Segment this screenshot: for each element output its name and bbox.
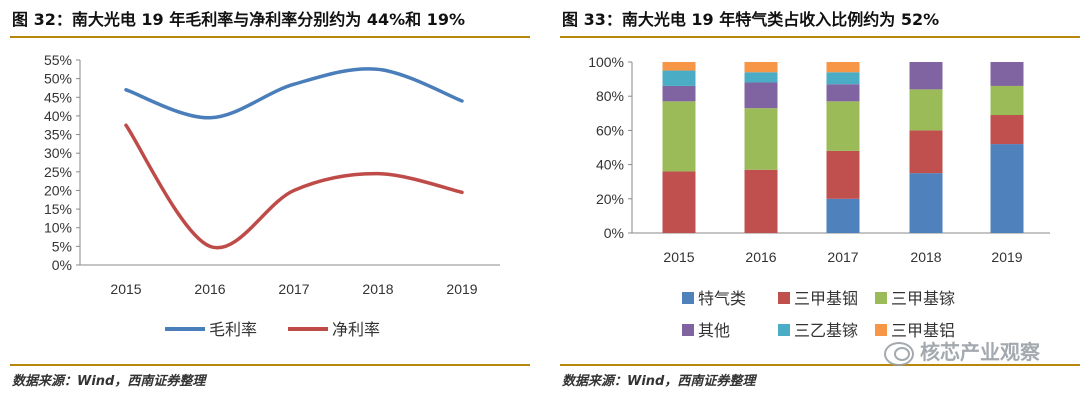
legend-label: 三甲基镓 <box>891 289 955 308</box>
y-tick-label: 20% <box>596 191 624 207</box>
bar-segment-2017-1 <box>826 150 860 199</box>
legend-swatch <box>682 292 694 304</box>
y-tick-label: 60% <box>596 122 624 138</box>
legend-label: 三甲基铝 <box>891 321 955 340</box>
legend-swatch <box>875 324 887 336</box>
y-tick-label: 40% <box>596 157 624 173</box>
series-line-net-margin <box>124 123 464 250</box>
legend-label: 其他 <box>698 321 730 340</box>
bar-segment-2018-2 <box>909 89 943 131</box>
bar-segment-2015-2 <box>662 101 696 172</box>
stacked-bar-chart: 0% 20% 40% 60% 80% 100% 2015 2016 2017 2018 2019 特气… <box>588 54 1050 340</box>
y-tick-label: 40% <box>44 108 72 124</box>
bar-segment-2018-1 <box>909 130 943 174</box>
bar-segment-2017-0 <box>826 198 860 233</box>
legend-swatch <box>778 324 790 336</box>
bar-segment-2016-5 <box>744 62 778 73</box>
x-tick-label: 2016 <box>745 249 776 265</box>
bar-segment-2019-2 <box>990 85 1024 116</box>
x-tick-label: 2015 <box>110 281 141 297</box>
legend-swatch <box>682 324 694 336</box>
bar-segment-2017-2 <box>826 101 860 151</box>
x-tick-label: 2017 <box>827 249 858 265</box>
bar-segment-2016-4 <box>744 72 778 83</box>
y-tick-label: 35% <box>44 127 72 143</box>
y-tick-label: 55% <box>44 52 72 68</box>
y-tick-label: 0% <box>604 225 624 241</box>
y-tick-label: 10% <box>44 220 72 236</box>
watermark: 核芯产业观察 <box>884 336 1040 366</box>
left-bottom-rule <box>10 364 530 366</box>
bar-segment-2019-0 <box>990 144 1024 233</box>
y-tick-label: 15% <box>44 201 72 217</box>
y-tick-label: 0% <box>52 257 72 273</box>
x-tick-label: 2018 <box>910 249 941 265</box>
x-tick-label: 2015 <box>663 249 694 265</box>
bar-segment-2017-4 <box>826 72 860 85</box>
bar-segment-2018-0 <box>909 173 943 233</box>
left-top-rule <box>10 36 530 38</box>
y-tick-label: 5% <box>52 238 72 254</box>
legend-label: 三乙基镓 <box>794 321 858 340</box>
x-tick-label: 2019 <box>991 249 1022 265</box>
legend-label: 三甲基铟 <box>794 289 858 308</box>
right-figure-title: 图 33：南大光电 19 年特气类占收入比例约为 52% <box>562 10 940 29</box>
x-tick-label: 2018 <box>362 281 393 297</box>
wechat-icon <box>884 341 914 366</box>
y-tick-label: 30% <box>44 145 72 161</box>
bar-segment-2017-3 <box>826 84 860 102</box>
bar-segment-2015-5 <box>662 62 696 71</box>
y-tick-label: 100% <box>588 54 624 70</box>
bar-segment-2016-1 <box>744 169 778 233</box>
right-source: 数据来源：Wind，西南证券整理 <box>562 374 756 389</box>
y-tick-label: 20% <box>44 182 72 198</box>
left-source: 数据来源：Wind，西南证券整理 <box>12 374 206 389</box>
x-tick-label: 2017 <box>278 281 309 297</box>
legend-label: 净利率 <box>332 320 380 339</box>
right-top-rule <box>560 36 1080 38</box>
right-bottom-rule <box>560 364 1080 366</box>
watermark-text: 核芯产业观察 <box>920 340 1040 364</box>
right-figure: 图 33：南大光电 19 年特气类占收入比例约为 52% 0% 20% 40% 60%… <box>550 0 1080 401</box>
bar-segment-2018-3 <box>909 62 943 90</box>
legend-label: 毛利率 <box>209 320 257 339</box>
bar-segment-2016-2 <box>744 108 778 170</box>
bar-segment-2015-4 <box>662 70 696 86</box>
left-figure-title: 图 32：南大光电 19 年毛利率与净利率分别约为 44%和 19% <box>12 10 465 29</box>
x-tick-label: 2016 <box>194 281 225 297</box>
bar-segment-2016-3 <box>744 82 778 109</box>
line-chart: 0% 5% 10% 15% 20% 25% 30% 35% 40% 45% 50% 55% 2015 20… <box>44 52 500 339</box>
bar-segment-2015-1 <box>662 171 696 233</box>
bar-segment-2019-1 <box>990 115 1024 145</box>
series-line-gross-margin <box>124 67 464 120</box>
legend-swatch <box>875 292 887 304</box>
bar-segment-2019-3 <box>990 62 1024 86</box>
left-figure: 图 32：南大光电 19 年毛利率与净利率分别约为 44%和 19% 0% 5% 1… <box>0 0 530 401</box>
legend-label: 特气类 <box>698 289 746 308</box>
y-tick-label: 25% <box>44 164 72 180</box>
y-tick-label: 80% <box>596 88 624 104</box>
bar-segment-2017-5 <box>826 62 860 73</box>
legend-swatch <box>778 292 790 304</box>
bar-segment-2015-3 <box>662 85 696 102</box>
y-tick-label: 45% <box>44 89 72 105</box>
y-tick-label: 50% <box>44 71 72 87</box>
x-tick-label: 2019 <box>446 281 477 297</box>
